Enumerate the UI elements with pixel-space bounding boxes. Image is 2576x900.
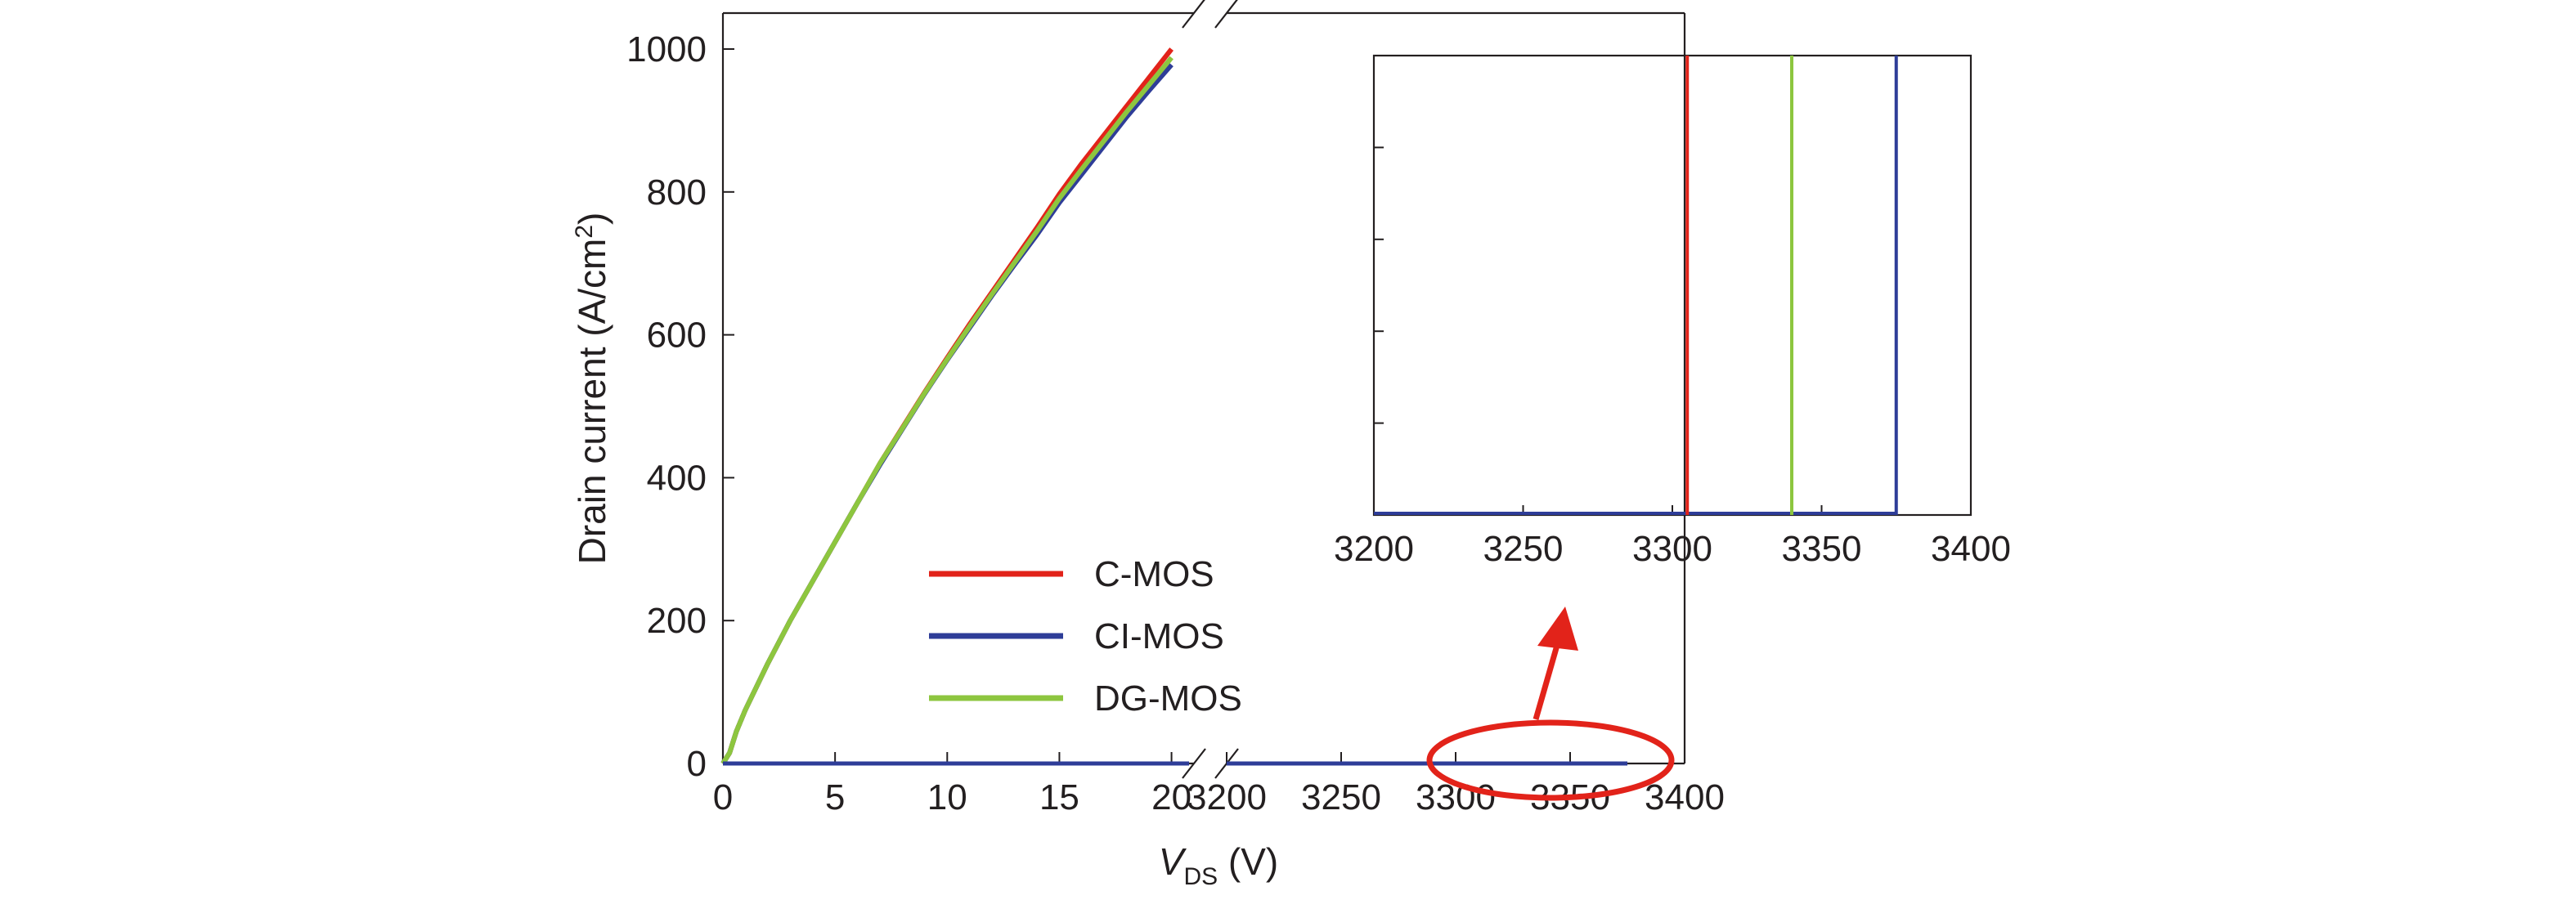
- axis-break-mark: [1214, 0, 1238, 29]
- x-tick-label: 3250: [1301, 777, 1381, 817]
- legend-label: CI-MOS: [1094, 616, 1224, 656]
- y-tick-label: 1000: [626, 29, 707, 69]
- legend: C-MOS CI-MOS DG-MOS: [929, 554, 1242, 719]
- x-tick-label: 10: [927, 777, 967, 817]
- x-tick-label: 3200: [1187, 777, 1267, 817]
- legend-label: DG-MOS: [1094, 678, 1242, 719]
- y-tick-label: 200: [647, 601, 707, 641]
- x-tick-label: 3400: [1645, 777, 1725, 817]
- x-tick-label: 15: [1039, 777, 1079, 817]
- y-tick-label: 0: [687, 744, 707, 784]
- inset-plot: 3200 3250 3300 3350 3400: [1334, 54, 2011, 569]
- x-axis-title: VDS (V): [1159, 840, 1278, 890]
- inset-x-tick-label: 3350: [1782, 529, 1862, 569]
- axis-break-mark: [1182, 0, 1205, 29]
- inset-x-tick-label: 3400: [1931, 529, 2011, 569]
- series-line-ci-mos: [720, 63, 1174, 765]
- annotations: [1426, 607, 1675, 801]
- legend-label: C-MOS: [1094, 554, 1214, 594]
- series-line-dg-mos: [720, 56, 1174, 765]
- y-tick-label: 600: [647, 316, 707, 356]
- y-axis-title: Drain current (A/cm2): [571, 213, 613, 565]
- inset-x-tick-label: 3250: [1483, 529, 1564, 569]
- y-tick-label: 400: [647, 458, 707, 498]
- inset-frame: [1372, 54, 1972, 517]
- highlight-arrow-head: [1537, 607, 1578, 651]
- x-tick-label: 20: [1151, 777, 1192, 817]
- highlight-ellipse: [1426, 719, 1675, 801]
- axis-break-mark: [1182, 748, 1206, 779]
- inset-x-tick-label: 3200: [1334, 529, 1414, 569]
- y-tick-label: 800: [647, 172, 707, 213]
- x-tick-label: 0: [713, 777, 733, 817]
- inset-x-tick-label: 3300: [1632, 529, 1712, 569]
- highlight-arrow-shaft: [1533, 642, 1561, 720]
- x-tick-label: 5: [825, 777, 845, 817]
